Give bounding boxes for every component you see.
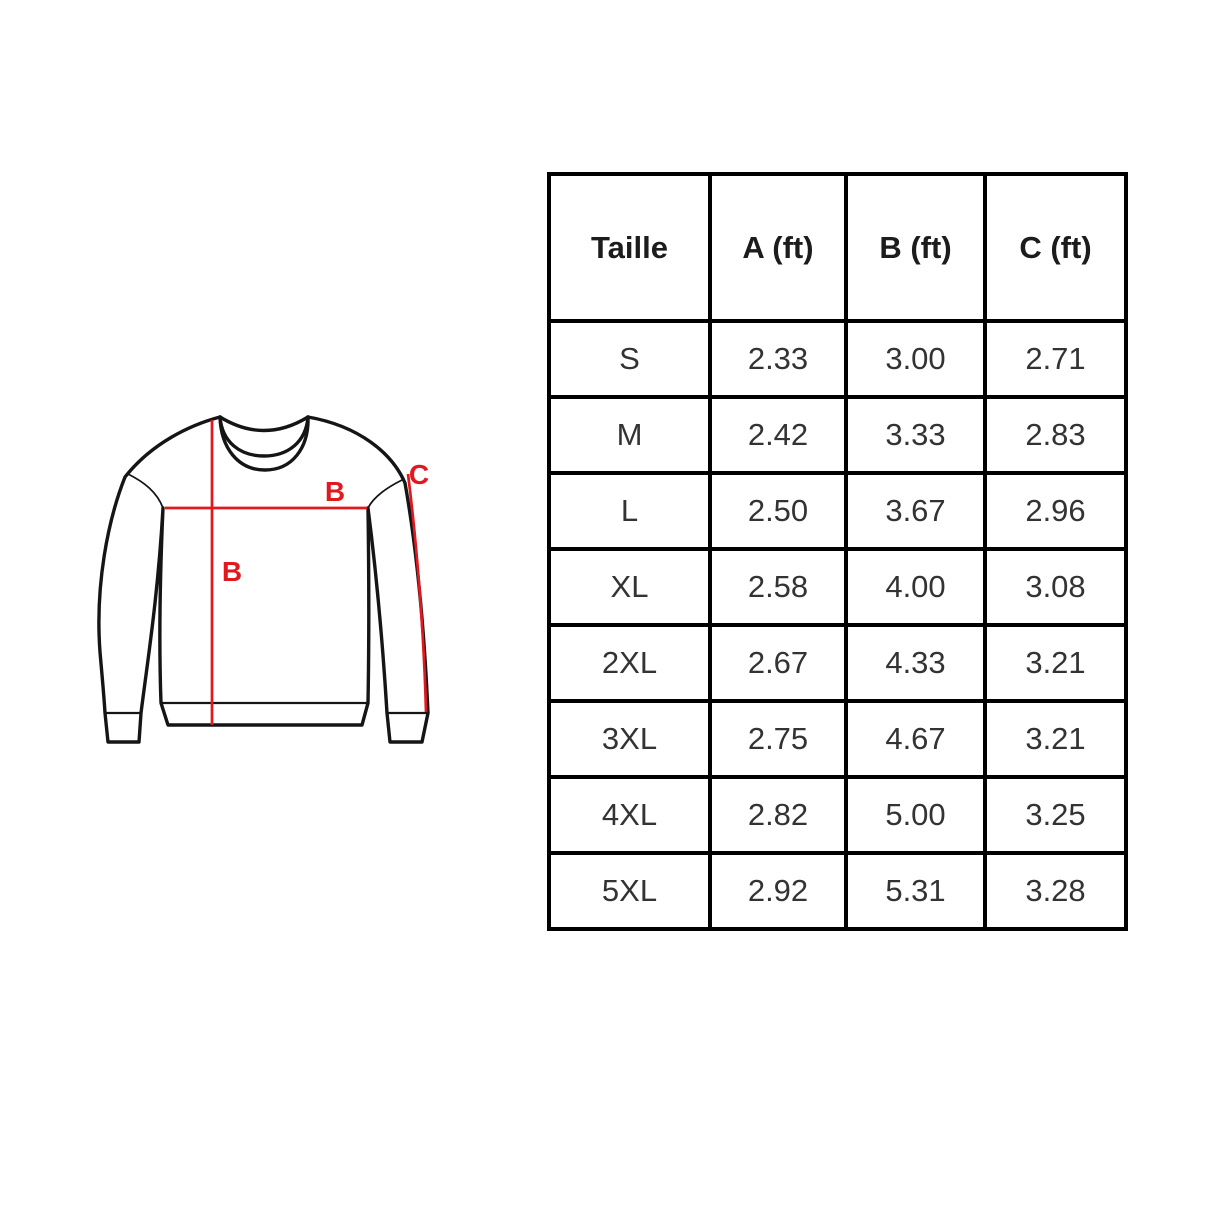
sleeve-length-line <box>406 473 428 713</box>
column-header-a-ft: A (ft) <box>708 172 848 323</box>
size-cell: XL <box>547 547 712 627</box>
value-cell: 2.58 <box>708 547 848 627</box>
column-header-b-ft: B (ft) <box>844 172 987 323</box>
value-cell: 3.25 <box>983 775 1128 855</box>
column-header-c-ft: C (ft) <box>983 172 1128 323</box>
value-cell: 2.67 <box>708 623 848 703</box>
value-cell: 3.67 <box>844 471 987 551</box>
value-cell: 3.21 <box>983 699 1128 779</box>
value-cell: 3.00 <box>844 319 987 399</box>
value-cell: 2.92 <box>708 851 848 931</box>
size-cell: L <box>547 471 712 551</box>
column-header-taille: Taille <box>547 172 712 323</box>
value-cell: 2.75 <box>708 699 848 779</box>
sweatshirt-outline <box>97 415 430 744</box>
table-row: M 2.42 3.33 2.83 <box>547 395 1128 475</box>
right-sleeve-seam <box>367 479 403 509</box>
value-cell: 2.33 <box>708 319 848 399</box>
size-cell: M <box>547 395 712 475</box>
value-cell: 2.42 <box>708 395 848 475</box>
sweatshirt-measurement-diagram: B B C <box>97 415 430 744</box>
value-cell: 5.00 <box>844 775 987 855</box>
body-length-label: B <box>222 556 242 587</box>
table-row: S 2.33 3.00 2.71 <box>547 319 1128 399</box>
value-cell: 2.83 <box>983 395 1128 475</box>
value-cell: 5.31 <box>844 851 987 931</box>
value-cell: 2.82 <box>708 775 848 855</box>
value-cell: 3.21 <box>983 623 1128 703</box>
table-row: 4XL 2.82 5.00 3.25 <box>547 775 1128 855</box>
table-row: 3XL 2.75 4.67 3.21 <box>547 699 1128 779</box>
table-row: XL 2.58 4.00 3.08 <box>547 547 1128 627</box>
value-cell: 4.33 <box>844 623 987 703</box>
left-sleeve-seam <box>127 473 164 509</box>
size-cell: 3XL <box>547 699 712 779</box>
collar-outer-line <box>218 415 310 472</box>
value-cell: 2.71 <box>983 319 1128 399</box>
chest-width-label: B <box>325 476 345 507</box>
table-header-row: Taille A (ft) B (ft) C (ft) <box>547 172 1128 323</box>
value-cell: 3.08 <box>983 547 1128 627</box>
table-row: 2XL 2.67 4.33 3.21 <box>547 623 1128 703</box>
size-cell: 4XL <box>547 775 712 855</box>
size-cell: 5XL <box>547 851 712 931</box>
value-cell: 4.67 <box>844 699 987 779</box>
value-cell: 4.00 <box>844 547 987 627</box>
value-cell: 3.28 <box>983 851 1128 931</box>
collar-inner-line <box>218 415 310 458</box>
size-cell: S <box>547 319 712 399</box>
value-cell: 3.33 <box>844 395 987 475</box>
table-row: 5XL 2.92 5.31 3.28 <box>547 851 1128 931</box>
value-cell: 2.50 <box>708 471 848 551</box>
value-cell: 2.96 <box>983 471 1128 551</box>
table-row: L 2.50 3.67 2.96 <box>547 471 1128 551</box>
size-chart-table: Taille A (ft) B (ft) C (ft) S 2.33 3.00 … <box>547 172 1128 931</box>
sleeve-length-label: C <box>409 459 429 490</box>
size-cell: 2XL <box>547 623 712 703</box>
